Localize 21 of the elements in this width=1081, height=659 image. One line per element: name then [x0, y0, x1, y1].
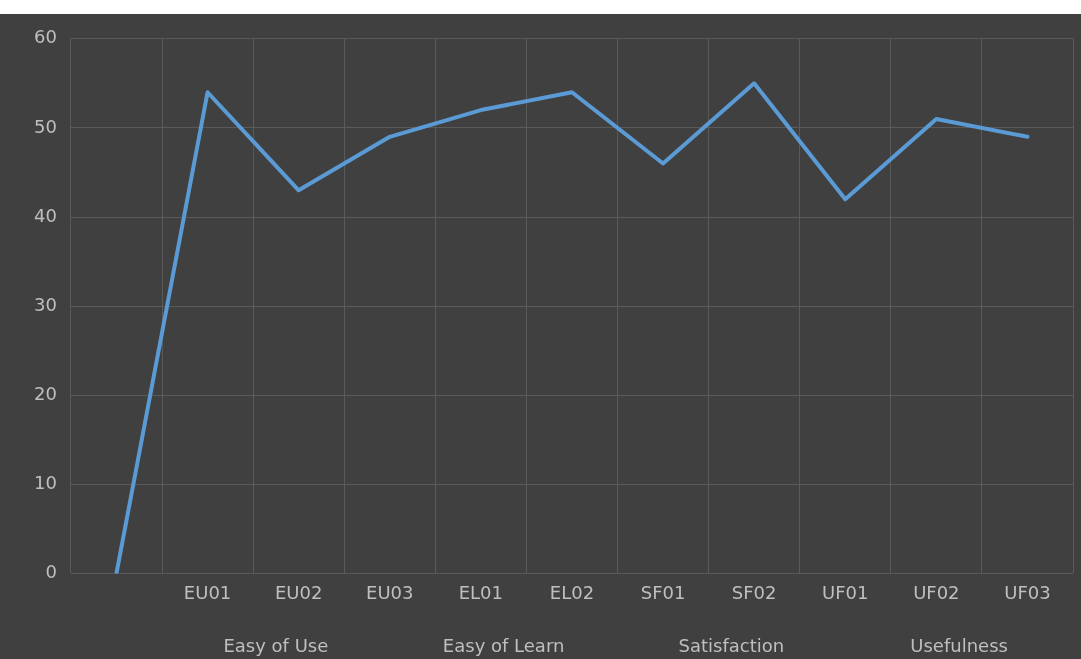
x-tick-label: EU02 [274, 581, 323, 603]
y-tick-label: 40 [34, 204, 57, 226]
y-tick-label: 50 [34, 115, 57, 137]
x-tick-label: UF01 [822, 581, 869, 603]
text: Easy of Use [223, 634, 329, 656]
x-tick-label: EL01 [458, 581, 504, 603]
text: Satisfaction [678, 634, 785, 656]
x-tick-label: EL02 [549, 581, 595, 603]
y-tick-label: 0 [45, 561, 57, 583]
y-tick-label: 60 [34, 26, 57, 48]
x-tick-label: EU01 [183, 581, 232, 603]
y-tick-label: 10 [34, 471, 57, 493]
x-tick-label: EU03 [366, 581, 414, 603]
x-tick-label: SF02 [731, 581, 777, 603]
x-tick-label: UF03 [1004, 581, 1051, 603]
y-tick-label: 30 [34, 293, 57, 315]
text: Usefulness [910, 634, 1008, 656]
x-tick-label: UF02 [913, 581, 960, 603]
y-tick-label: 20 [34, 382, 57, 404]
x-tick-label: SF01 [640, 581, 686, 603]
text: Easy of Learn [442, 634, 565, 656]
